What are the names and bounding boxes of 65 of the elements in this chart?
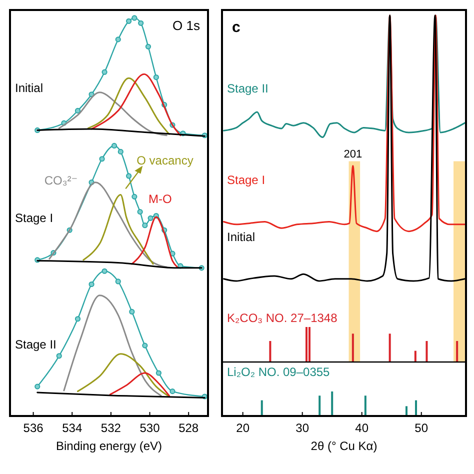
bar [415,400,418,416]
point [111,142,118,149]
bar [318,396,321,416]
point [142,342,148,348]
text: Stage I [227,172,266,187]
x-tick-label: 40 [355,421,369,435]
point [115,278,121,284]
text: O vacancy [136,154,194,168]
point [99,156,105,162]
point [170,388,176,394]
x-tick-label: 536 [23,421,44,435]
series-label: M-O [148,192,172,206]
annotation: O 1s [172,18,200,33]
point [126,18,132,24]
point [102,69,108,75]
point [129,308,135,315]
bar [260,400,263,416]
x-tick-label: 50 [414,421,428,435]
series-label: K₂CO₃ NO. 27–1348 [227,311,338,325]
bar [308,327,310,362]
point [138,20,144,26]
x-tick-label: 534 [62,421,82,435]
annotation: c [232,19,240,36]
series-label: Stage II [227,82,268,96]
series-label: Stage II [15,338,56,352]
x-tick-label: 532 [100,421,122,435]
x-tick-label: 528 [178,421,199,435]
series-label: CO₃²⁻ [44,173,78,188]
bar [426,341,428,362]
x-axis-title: Binding energy (eV) [56,439,162,453]
bar [352,334,354,362]
point [132,194,138,200]
bar [269,341,272,362]
point [156,370,162,376]
bar [388,334,391,362]
point [148,215,154,221]
point [153,74,159,80]
point [88,281,94,288]
x-tick-label: 20 [236,421,250,435]
point [102,268,108,274]
point [137,209,143,215]
point [132,15,138,21]
point [118,148,124,154]
x-tick-label: 530 [140,421,160,435]
bar [414,350,416,362]
text: Initial [15,81,44,96]
point [74,316,81,322]
point [34,384,40,390]
text: Initial [227,230,256,244]
point [115,36,121,42]
point [142,222,148,228]
x-axis-title: 2θ (° Cu Kα) [310,439,378,453]
point [145,44,152,50]
bar [364,396,366,416]
point [74,108,81,114]
x-tick-label: 30 [296,421,310,435]
bar [331,391,334,416]
series-label: Li₂O₂ NO. 09–0355 [227,365,330,379]
point [56,353,62,359]
bar [405,406,408,416]
bar [306,327,308,362]
point [126,173,132,179]
bar [456,341,458,362]
series-label: Stage I [15,210,54,225]
annotation: 201 [344,148,362,161]
